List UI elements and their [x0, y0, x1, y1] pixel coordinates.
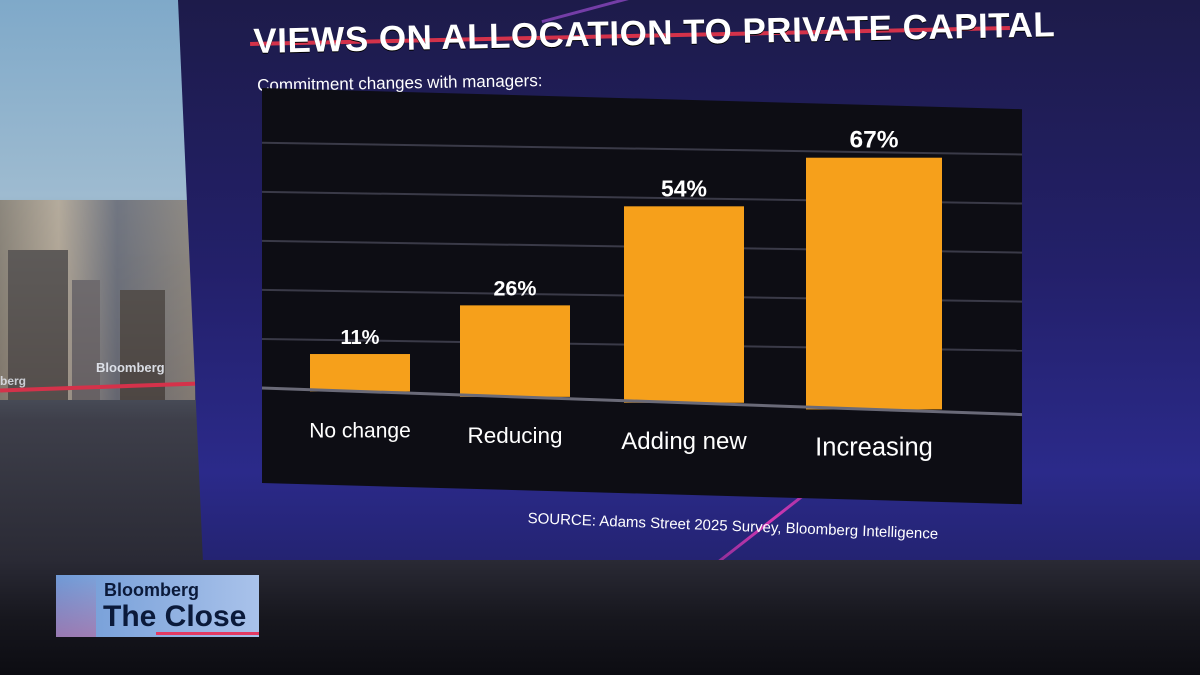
data-label: 54%: [661, 175, 707, 201]
side-screen-brand: Bloomberg: [96, 360, 165, 375]
logo-show-name: The Close: [103, 600, 247, 633]
background-side-screen: berg Bloomberg: [0, 0, 205, 560]
x-axis-baseline: [262, 386, 1022, 417]
category-label: Adding new: [621, 428, 747, 455]
bar-adding-new: [624, 206, 744, 403]
city-skyline-image: [0, 200, 195, 400]
show-logo: Bloomberg The Close: [56, 575, 259, 637]
side-screen-brand-partial: berg: [0, 374, 27, 388]
category-label: No change: [309, 419, 411, 442]
bar-reducing: [460, 305, 570, 397]
category-label: Reducing: [467, 423, 562, 448]
logo-network-name: Bloomberg: [104, 580, 200, 600]
bar-increasing: [806, 157, 942, 410]
logo-skyline-graphic: [56, 575, 96, 637]
bar-chart: 11% No change 26% Reducing 54% Adding new 67% I…: [262, 127, 1022, 461]
grid-line: [262, 141, 1022, 156]
bar-no-change: [310, 354, 410, 392]
data-label: 11%: [341, 327, 380, 349]
category-label: Increasing: [815, 433, 933, 461]
data-label: 26%: [493, 276, 536, 300]
data-label: 67%: [849, 127, 898, 154]
logo-underline: [156, 632, 259, 635]
